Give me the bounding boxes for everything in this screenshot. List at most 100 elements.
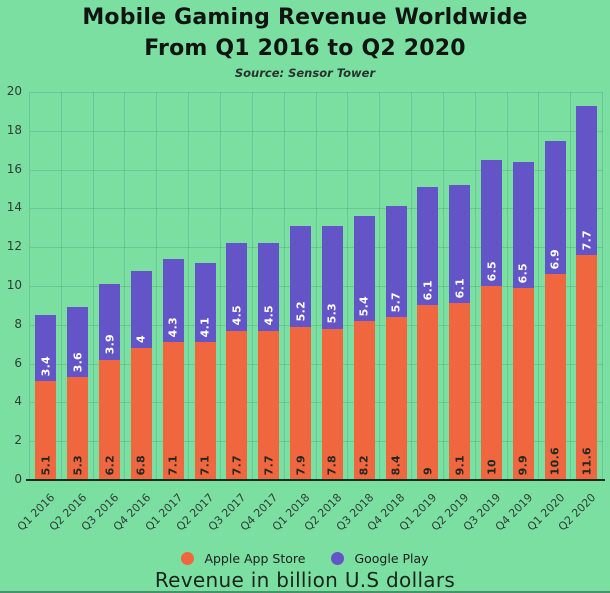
y-tick-8: 8 [14,316,22,331]
bar-slot-q2-2016: 3.6 5.3 [62,92,94,480]
gridline-x-8 [283,92,285,480]
bottom-edge-divider [0,591,610,593]
bar-q1-2016: 3.4 5.1 [35,315,57,480]
gridline-x-4 [156,92,158,480]
apple-app-store-segment-q1-2017: 7.1 [162,342,184,480]
gridline-y-20 [30,92,603,93]
y-tick-20: 20 [6,84,22,98]
bar-q4-2019: 6.5 9.9 [512,161,534,480]
google-play-segment-q2-2019: 6.1 [449,185,471,304]
bar-value-label-google-play-q1-2018: 5.2 [294,301,308,322]
bar-slot-q2-2020: 7.7 11.6 [571,92,603,480]
bar-slot-q2-2017: 4.1 7.1 [189,92,221,480]
bar-value-label-google-play-q2-2016: 3.6 [71,351,85,373]
y-tick-10: 10 [6,278,22,292]
apple-app-store-segment-q4-2018: 8.4 [385,317,407,480]
x-axis-tick-labels: Q1 2016 Q2 2016 Q3 2016 Q4 2016 Q1 2017 Q2 20… [15,485,603,537]
gridline-x-2 [92,92,94,480]
gridline-x-6 [219,92,221,480]
chart-source: Source: Sensor Tower [234,66,376,80]
bar-q2-2018: 5.3 7.8 [321,225,343,480]
bar-value-label-apple-app-store-q2-2016: 5.3 [71,454,85,475]
legend: Apple App Store Google Play [0,551,610,566]
apple-app-store-segment-q1-2018: 7.9 [290,326,312,480]
gridline-y-4 [30,402,603,404]
gridline-x-15 [506,92,508,480]
apple-app-store-swatch-icon [181,552,195,565]
gridline-x-18 [602,92,603,480]
gridline-x-13 [442,92,444,480]
y-tick-6: 6 [14,355,22,370]
apple-app-store-segment-q2-2016: 5.3 [67,377,89,480]
gridline-x-14 [474,92,476,480]
gridline-y-16 [30,169,603,171]
chart-title-line1: Mobile Gaming Revenue Worldwide [82,5,528,30]
bar-slot-q4-2016: 4 6.8 [125,92,157,480]
apple-app-store-segment-q2-2019: 9.1 [449,303,471,480]
y-tick-2: 2 [14,433,22,448]
bar-q3-2019: 6.5 10 [481,159,502,480]
google-play-segment-q3-2019: 6.5 [481,159,502,286]
bar-value-label-google-play-q2-2020: 7.7 [580,229,594,250]
y-tick-14: 14 [6,200,22,215]
gridline-x-9 [315,92,317,480]
gridline-y-18 [30,130,603,132]
y-axis-tick-labels: 0 2 4 6 8 10 12 14 16 18 20 [0,84,25,486]
google-play-segment-q4-2018: 5.7 [385,206,407,318]
apple-app-store-segment-q4-2016: 6.8 [130,348,152,480]
bar-value-label-apple-app-store-q4-2018: 8.4 [389,454,403,475]
y-tick-12: 12 [6,239,22,254]
bar-slot-q1-2017: 4.3 7.1 [157,92,189,480]
chart-title-line2: From Q1 2016 to Q2 2020 [144,36,466,61]
bar-slot-q1-2016: 3.4 5.1 [30,92,62,480]
bar-value-label-apple-app-store-q4-2016: 6.8 [134,454,148,475]
bar-slot-q2-2019: 6.1 9.1 [444,92,476,480]
legend-label-google-play: Google Play [354,551,429,566]
google-play-segment-q3-2018: 5.4 [353,216,375,321]
bar-q3-2016: 3.9 6.2 [99,284,121,480]
google-play-segment-q1-2016: 3.4 [35,315,57,382]
bar-value-label-apple-app-store-q2-2018: 7.8 [325,454,339,475]
bar-slot-q1-2019: 6.1 9 [412,92,444,480]
apple-app-store-segment-q3-2016: 6.2 [99,359,121,480]
google-play-segment-q2-2018: 5.3 [321,225,343,329]
bar-value-label-google-play-q1-2016: 3.4 [39,355,53,377]
bar-value-label-google-play-q4-2018: 5.7 [389,291,403,313]
bar-value-label-google-play-q1-2020: 6.9 [548,248,562,270]
bar-value-label-google-play-q3-2016: 3.9 [103,334,117,355]
gridline-x-3 [124,92,126,480]
bar-slot-q4-2017: 4.5 7.7 [253,92,285,480]
bar-value-label-google-play-q3-2017: 4.5 [230,305,244,326]
google-play-segment-q2-2017: 4.1 [194,262,216,343]
google-play-segment-q3-2016: 3.9 [99,284,121,360]
bar-value-label-google-play-q1-2019: 6.1 [421,280,435,301]
google-play-segment-q4-2017: 4.5 [258,243,280,331]
gridline-y-14 [30,208,603,210]
gridline-x-11 [379,92,381,480]
bar-value-label-apple-app-store-q2-2020: 11.6 [580,446,594,475]
bar-value-label-google-play-q2-2019: 6.1 [453,278,467,299]
bar-value-label-google-play-q2-2017: 4.1 [198,316,212,338]
bar-q1-2017: 4.3 7.1 [162,258,184,480]
y-tick-0: 0 [14,472,22,486]
apple-app-store-segment-q3-2019: 10 [481,286,502,480]
google-play-segment-q4-2016: 4 [130,270,152,349]
bar-value-label-google-play-q3-2018: 5.4 [357,295,371,316]
google-play-segment-q2-2016: 3.6 [67,307,89,378]
gridline-y-12 [30,247,603,249]
google-play-segment-q3-2017: 4.5 [226,243,248,331]
y-tick-4: 4 [14,394,22,409]
bar-q1-2018: 5.2 7.9 [290,225,312,480]
apple-app-store-segment-q3-2018: 8.2 [353,320,375,480]
google-play-segment-q1-2018: 5.2 [290,225,312,327]
bar-value-label-apple-app-store-q1-2017: 7.1 [166,454,180,475]
gridline-x-5 [188,92,190,480]
gridline-x-7 [251,92,253,480]
apple-app-store-segment-q2-2017: 7.1 [194,342,216,480]
plot-area: 3.4 5.1 3.6 5.3 3.9 6.2 4 6.8 4.3 7.1 4.1 7.1 4.5 7.7… [29,92,603,480]
bar-value-label-apple-app-store-q3-2019: 10 [485,459,498,475]
bar-value-label-apple-app-store-q1-2018: 7.9 [294,454,308,475]
chart-caption: Revenue in billion U.S dollars [154,568,456,592]
bar-slot-q3-2017: 4.5 7.7 [221,92,253,480]
google-play-segment-q1-2017: 4.3 [162,258,184,343]
